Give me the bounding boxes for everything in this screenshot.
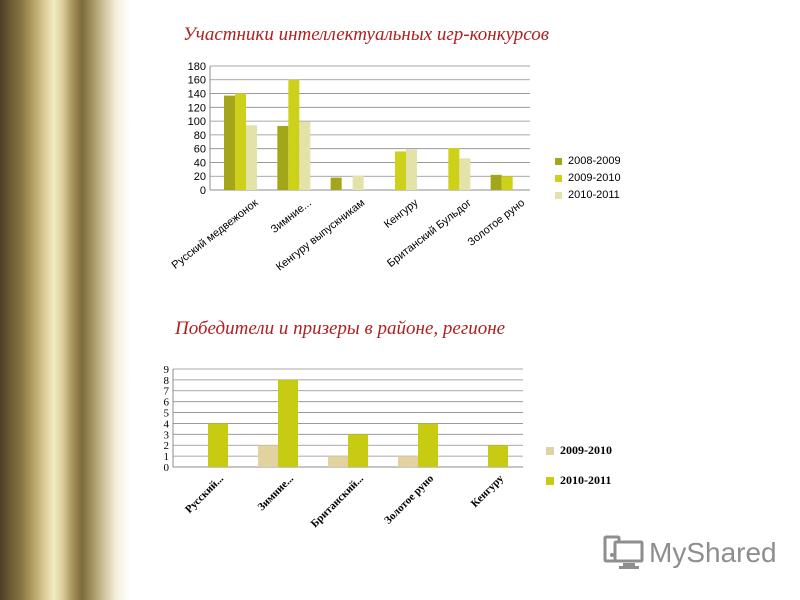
bar-2010-2011	[348, 434, 368, 467]
bar-2009-2010	[328, 456, 348, 467]
winners-heading: Победители и призеры в районе, регионе	[175, 318, 506, 339]
y-tick-label: 4	[164, 418, 170, 430]
y-tick-label: 40	[194, 157, 206, 169]
bar-2010-2011	[352, 175, 364, 190]
y-tick-label: 9	[164, 364, 170, 376]
bar-2009-2010	[448, 147, 460, 190]
bar-2010-2011	[488, 445, 508, 467]
bar-2009-2010	[398, 456, 418, 467]
legend-label: 2010-2011	[568, 189, 620, 201]
computer-icon	[603, 535, 644, 569]
category-label: Золотое руно	[382, 472, 436, 526]
category-label: Зимние...	[255, 472, 296, 513]
y-tick-label: 3	[164, 429, 170, 441]
bar-2009-2010	[258, 445, 278, 467]
y-tick-label: 2	[164, 440, 170, 452]
bar-2009-2010	[288, 79, 300, 190]
bar-2010-2011	[246, 125, 257, 190]
bar-2010-2011	[418, 423, 438, 467]
bar-2010-2011	[278, 379, 298, 467]
y-tick-label: 60	[194, 144, 206, 156]
bar-2009-2010	[235, 93, 246, 190]
y-tick-label: 100	[188, 116, 206, 128]
legend-label: 2008-2009	[568, 155, 621, 167]
bar-2010-2011	[299, 121, 311, 190]
legend-label: 2010-2011	[560, 473, 611, 487]
y-tick-label: 7	[164, 386, 170, 398]
y-tick-label: 140	[188, 89, 206, 101]
bar-2009-2010	[395, 151, 406, 190]
legend-swatch	[555, 158, 562, 165]
y-tick-label: 0	[164, 462, 170, 474]
legend-swatch	[546, 447, 554, 455]
y-tick-label: 8	[164, 375, 170, 387]
bar-2010-2011	[459, 158, 471, 190]
participants-heading: Участники интеллектуальных игр-конкурсов	[183, 24, 549, 45]
y-tick-label: 5	[164, 408, 170, 420]
bar-2009-2010	[501, 176, 513, 190]
bar-2010-2011	[406, 149, 417, 190]
legend-swatch	[555, 175, 562, 182]
y-tick-label: 160	[188, 75, 206, 87]
y-tick-label: 120	[188, 102, 206, 114]
legend-label: 2009-2010	[560, 443, 612, 457]
logo-text: MyShared	[649, 537, 777, 568]
y-tick-label: 80	[194, 130, 206, 142]
bar-2008-2009	[490, 174, 502, 190]
bar-2010-2011	[208, 423, 228, 467]
bar-2008-2009	[277, 125, 289, 190]
category-label: Кенгуру	[469, 472, 507, 510]
myshared-logo: MyShared	[603, 535, 777, 571]
legend-label: 2009-2010	[568, 172, 621, 184]
bar-2008-2009	[330, 177, 342, 190]
legend-swatch	[546, 477, 554, 485]
y-tick-label: 1	[164, 451, 170, 463]
decorative-left-border	[0, 0, 130, 600]
category-label: Британский...	[309, 472, 367, 530]
y-tick-label: 180	[188, 61, 206, 73]
legend-swatch	[555, 192, 562, 199]
y-tick-label: 0	[200, 185, 206, 197]
bar-2008-2009	[224, 95, 235, 190]
y-tick-label: 20	[194, 171, 206, 183]
category-label: Русский...	[183, 472, 226, 515]
y-tick-label: 6	[164, 397, 170, 409]
